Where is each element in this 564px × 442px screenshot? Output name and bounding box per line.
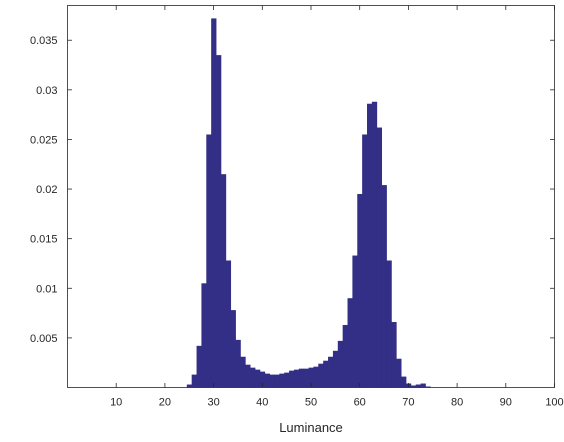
y-tick-label: 0.005	[30, 333, 58, 345]
x-axis: 10 20 30 40 50 60 70 80 90 100	[110, 5, 564, 409]
histogram-bar	[206, 134, 212, 388]
histogram-bar	[342, 324, 348, 388]
y-tick-label: 0.035	[30, 35, 58, 47]
plot-frame	[67, 5, 555, 388]
histogram-bars	[186, 18, 431, 388]
histogram-bar	[254, 369, 261, 388]
histogram-bar	[230, 310, 236, 388]
histogram-bar	[357, 194, 363, 388]
histogram-bar	[298, 368, 305, 388]
x-tick-label: 30	[207, 397, 219, 409]
histogram-bar	[220, 174, 227, 388]
x-tick-label: 60	[354, 397, 366, 409]
histogram-bar	[396, 358, 402, 388]
histogram-bar	[240, 356, 246, 388]
histogram-bar	[328, 356, 334, 388]
histogram-bar	[308, 367, 314, 388]
x-tick-label: 90	[500, 397, 512, 409]
x-tick-label: 70	[402, 397, 414, 409]
histogram-bar	[259, 371, 266, 388]
y-tick-label: 0.02	[36, 184, 57, 196]
x-tick-label: 10	[110, 397, 122, 409]
histogram-bar	[313, 366, 319, 388]
histogram-bar	[386, 260, 392, 388]
histogram-bar	[337, 340, 344, 388]
histogram-bar	[367, 103, 373, 388]
histogram-bar	[225, 260, 232, 388]
histogram-bar	[289, 370, 295, 388]
y-axis: 0.005 0.01 0.015 0.02 0.025 0.03 0.035	[30, 35, 555, 345]
histogram-bar	[191, 374, 197, 388]
histogram-bar	[425, 386, 431, 388]
histogram-bar	[293, 369, 300, 388]
histogram-bar	[323, 360, 329, 388]
y-tick-label: 0.01	[36, 283, 57, 295]
histogram-bar	[201, 283, 207, 388]
histogram-bar	[211, 18, 217, 388]
histogram-bar	[318, 363, 324, 388]
histogram-bar	[362, 134, 368, 388]
x-tick-label: 20	[159, 397, 171, 409]
histogram-bar	[216, 55, 222, 388]
histogram-bar	[284, 372, 290, 388]
histogram-bar	[264, 373, 271, 388]
histogram-bar	[279, 373, 285, 388]
x-tick-label: 50	[305, 397, 317, 409]
histogram-bar	[420, 383, 426, 388]
y-tick-label: 0.025	[30, 134, 58, 146]
histogram-bar	[401, 376, 407, 388]
x-tick-label: 40	[256, 397, 268, 409]
y-tick-label: 0.015	[30, 234, 58, 246]
histogram-bar	[381, 185, 387, 388]
histogram-bar	[415, 384, 421, 388]
histogram-bar	[347, 298, 353, 388]
histogram-bar	[371, 101, 378, 388]
histogram-bar	[303, 368, 309, 388]
histogram-bar	[269, 374, 275, 388]
y-tick-label: 0.03	[36, 85, 57, 97]
x-tick-label: 100	[545, 397, 563, 409]
histogram-bar	[352, 255, 358, 388]
histogram-bar	[245, 364, 251, 388]
histogram-bar	[332, 350, 339, 388]
histogram-bar	[376, 127, 383, 388]
histogram-bar	[196, 345, 202, 388]
x-axis-label: Luminance	[279, 420, 343, 435]
histogram-bar	[410, 385, 417, 388]
histogram-bar	[274, 374, 280, 388]
histogram-bar	[186, 384, 193, 388]
histogram-bar	[250, 367, 256, 388]
histogram-bar	[391, 322, 397, 388]
histogram-bar	[235, 339, 241, 388]
x-tick-label: 80	[451, 397, 463, 409]
